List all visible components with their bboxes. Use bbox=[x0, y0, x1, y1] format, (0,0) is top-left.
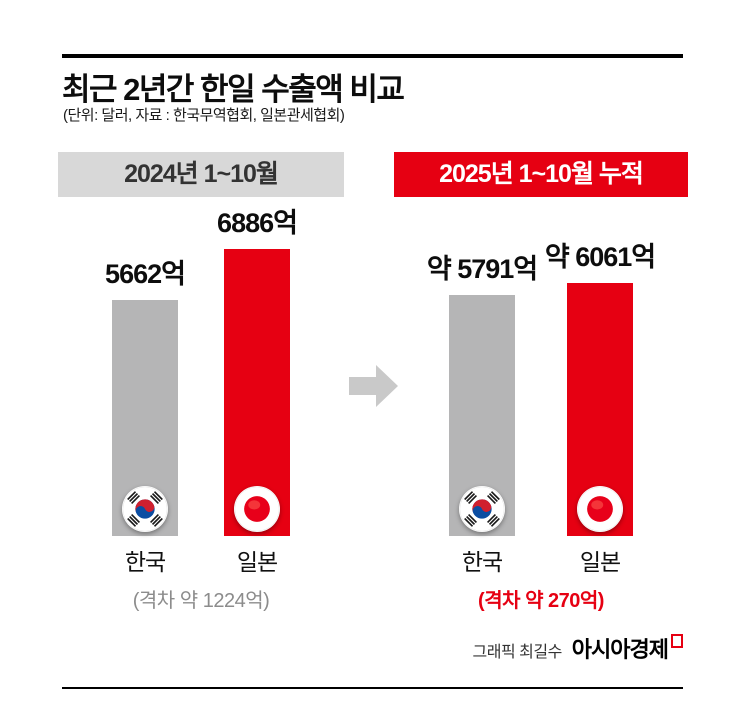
bar-column-japan-2024: 6886억 일본 bbox=[201, 201, 313, 577]
bar-column-japan-2025: 약 6061억 일본 bbox=[541, 235, 659, 577]
category-label-korea: 한국 bbox=[124, 549, 166, 575]
korea-flag-icon bbox=[122, 486, 168, 532]
panel-2024-header: 2024년 1~10월 bbox=[58, 152, 344, 197]
right-arrow-icon bbox=[349, 365, 398, 407]
bar-korea-2025 bbox=[449, 295, 515, 536]
brand-logo: 아시아경제 bbox=[571, 637, 669, 662]
bar-column-korea-2025: 약 5791억 bbox=[423, 247, 541, 577]
credit-graphic-by: 그래픽 최길수 bbox=[472, 644, 563, 661]
bar-japan-2025 bbox=[567, 283, 633, 536]
bar-chart-2024: 5662억 bbox=[58, 208, 344, 577]
gap-label-2025: (격차 약 270억) bbox=[478, 590, 604, 612]
korea-flag-icon bbox=[459, 486, 505, 532]
bottom-rule bbox=[62, 687, 683, 689]
gap-label-2024: (격차 약 1224억) bbox=[132, 590, 270, 612]
category-label-korea: 한국 bbox=[461, 549, 503, 575]
bar-column-korea-2024: 5662억 bbox=[89, 252, 201, 577]
panel-2025-header: 2025년 1~10월 누적 bbox=[394, 152, 688, 197]
brand-mark-icon bbox=[671, 634, 683, 648]
value-label-japan-2024: 6886억 bbox=[217, 208, 298, 238]
japan-flag-icon bbox=[577, 486, 623, 532]
category-label-japan: 일본 bbox=[579, 549, 621, 575]
page-title: 최근 2년간 한일 수출액 비교 bbox=[62, 72, 405, 107]
value-label-korea-2024: 5662억 bbox=[105, 259, 186, 289]
category-label-japan: 일본 bbox=[236, 549, 278, 575]
credit: 그래픽 최길수 아시아경제 bbox=[473, 632, 683, 664]
value-label-japan-2025: 약 6061억 bbox=[544, 242, 656, 272]
panel-2025: 2025년 1~10월 누적 약 5791억 bbox=[394, 152, 688, 613]
bar-japan-2024 bbox=[224, 249, 290, 536]
top-rule bbox=[62, 54, 683, 58]
value-label-korea-2025: 약 5791억 bbox=[426, 254, 538, 284]
bar-chart-2025: 약 5791억 bbox=[394, 209, 688, 577]
bar-korea-2024 bbox=[112, 300, 178, 536]
japan-flag-icon bbox=[234, 486, 280, 532]
subtitle: (단위: 달러, 자료 : 한국무역협회, 일본관세협회) bbox=[63, 107, 345, 124]
panel-2024: 2024년 1~10월 5662억 bbox=[58, 152, 344, 613]
